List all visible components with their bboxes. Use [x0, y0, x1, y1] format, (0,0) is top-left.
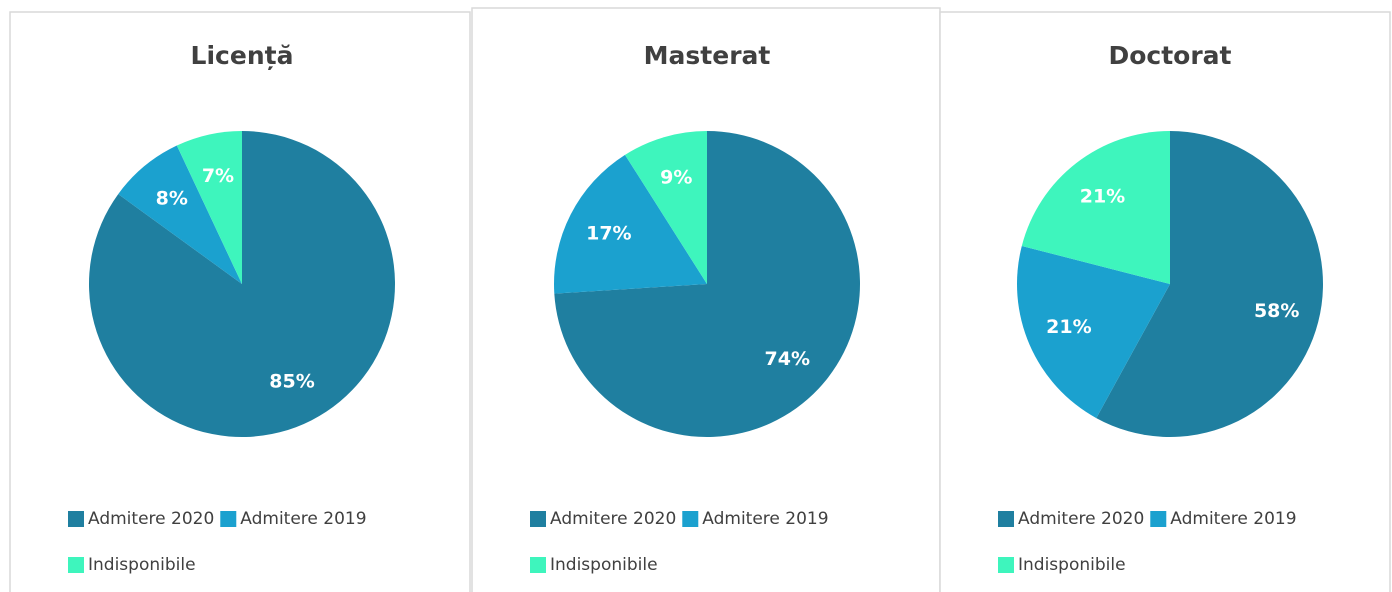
legend-label: Admitere 2019: [240, 509, 366, 529]
legend-swatch: [530, 557, 546, 573]
legend-label: Indisponibile: [1018, 555, 1126, 575]
legend-swatch: [682, 511, 699, 527]
legend-swatch: [68, 511, 84, 527]
pie-slice: [554, 131, 860, 437]
pie-slice: [625, 131, 707, 284]
pie-slice: [1017, 245, 1170, 419]
legend-label: Admitere 2020: [1018, 509, 1144, 529]
legend-swatch: [530, 511, 546, 527]
legend-label: Admitere 2020: [88, 509, 214, 529]
data-label: 74%: [765, 348, 810, 370]
legend-label: Admitere 2019: [702, 509, 828, 529]
pie-slice: [176, 131, 242, 284]
chart-title: Doctorat: [1108, 41, 1231, 70]
data-label: 8%: [156, 188, 188, 210]
legend-swatch: [220, 511, 237, 527]
legend-label: Admitere 2019: [1170, 509, 1296, 529]
legend-swatch: [1150, 511, 1167, 527]
data-label: 85%: [269, 371, 314, 393]
legend-label: Admitere 2020: [550, 509, 676, 529]
legend-swatch: [998, 511, 1014, 527]
legend-label: Indisponibile: [550, 555, 658, 575]
pie-slice: [554, 154, 707, 294]
legend-label: Indisponibile: [88, 555, 196, 575]
pie-slice: [118, 145, 242, 284]
legend-swatch: [68, 557, 84, 573]
data-label: 21%: [1080, 185, 1125, 207]
data-label: 58%: [1254, 300, 1299, 322]
data-label: 17%: [586, 222, 631, 244]
data-label: 9%: [660, 167, 692, 189]
data-label: 21%: [1046, 316, 1091, 338]
pie-slice: [1021, 131, 1170, 284]
chart-title: Licență: [191, 41, 294, 70]
legend-swatch: [998, 557, 1014, 573]
data-label: 7%: [202, 165, 234, 187]
pie-slice: [1096, 131, 1324, 438]
chart-title: Masterat: [644, 41, 771, 70]
